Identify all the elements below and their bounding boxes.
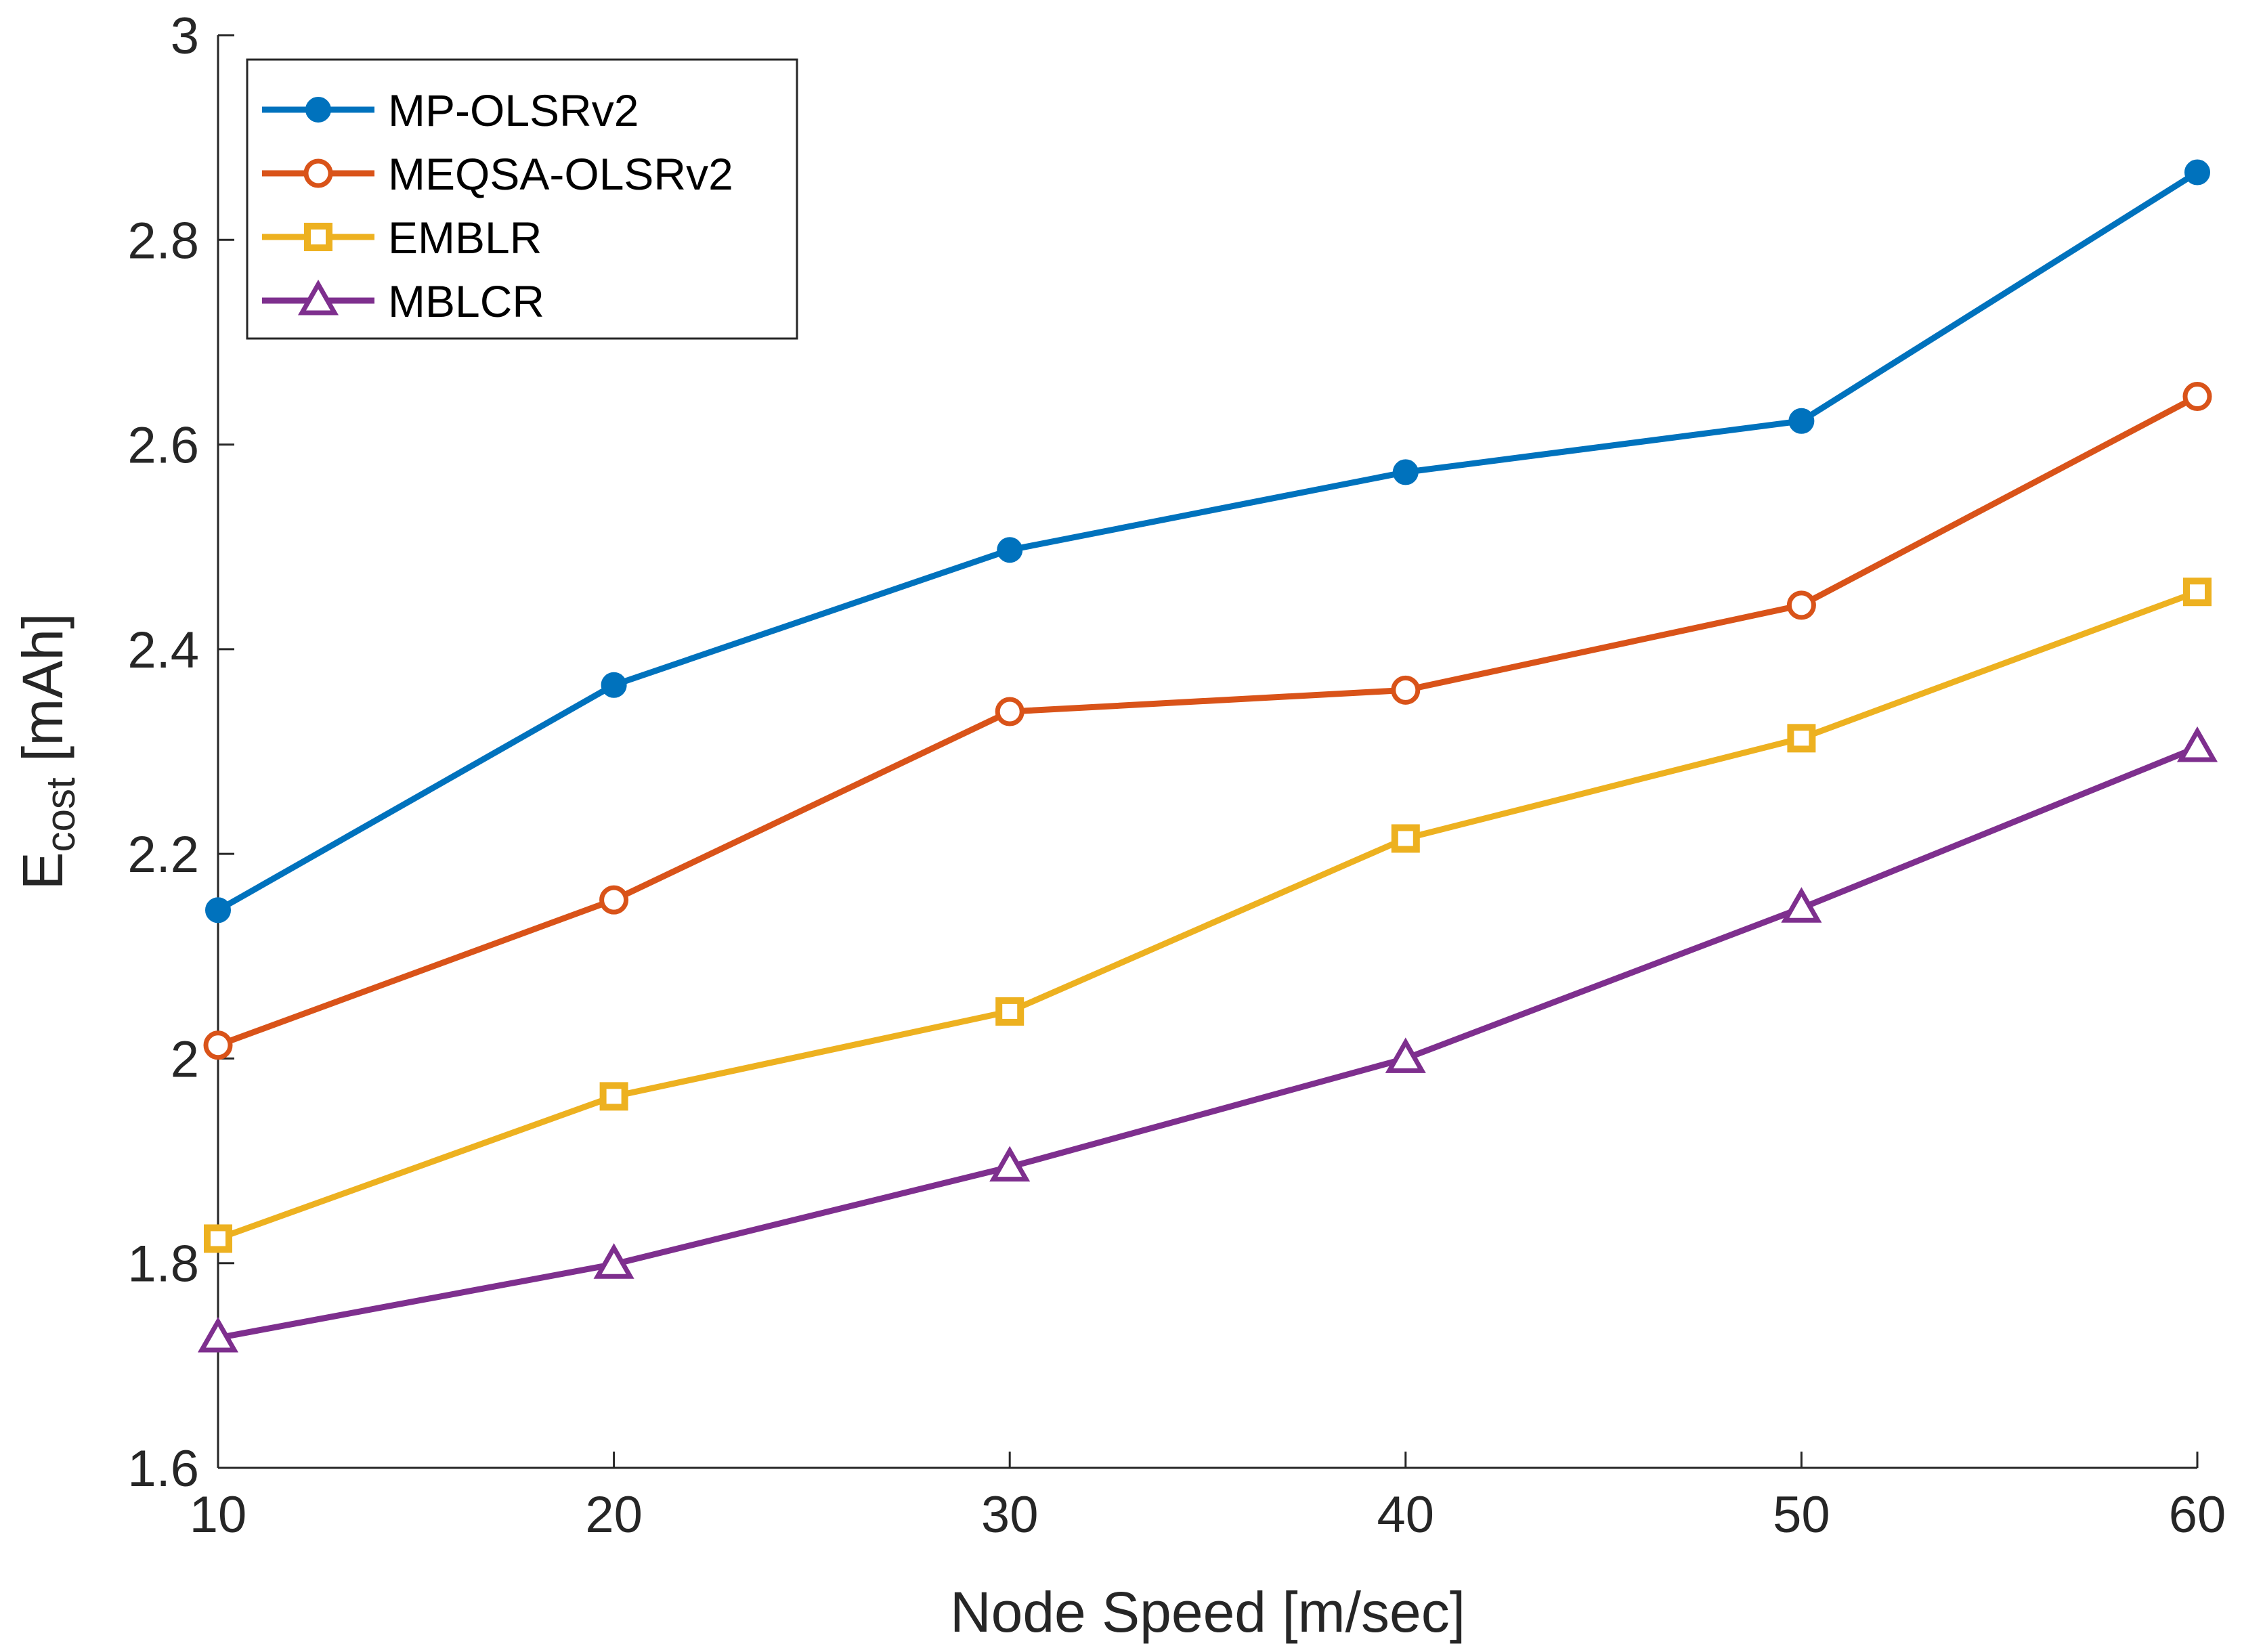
legend-label: MP-OLSRv2 <box>388 85 639 135</box>
y-axis-label-main: E <box>11 852 74 890</box>
x-tick-label: 10 <box>190 1486 247 1544</box>
data-point <box>2182 382 2212 412</box>
y-tick-label: 2.6 <box>127 417 199 475</box>
data-point <box>1788 408 1815 434</box>
series-line <box>217 744 2199 1341</box>
x-tick-label: 60 <box>2169 1486 2226 1544</box>
y-axis-label-unit: [mAh] <box>11 613 74 778</box>
legend: MP-OLSRv2 MEQSA-OLSRv2 EMBLR MBLCR <box>246 58 798 340</box>
data-point <box>204 1224 232 1253</box>
data-point <box>995 697 1025 726</box>
data-point <box>1786 590 1816 620</box>
legend-swatch-marker <box>304 223 332 251</box>
x-tick-label: 30 <box>981 1486 1039 1544</box>
y-tick-label: 2.8 <box>127 212 199 269</box>
series-line <box>216 169 2199 913</box>
data-point <box>1391 675 1421 705</box>
data-point <box>2176 726 2218 762</box>
legend-entry: EMBLR <box>262 213 542 263</box>
legend-entry: MP-OLSRv2 <box>262 85 639 135</box>
legend-label: MBLCR <box>388 276 544 326</box>
series-line <box>217 588 2199 1242</box>
data-point <box>1385 1037 1426 1073</box>
data-point <box>601 672 627 698</box>
axes: 10 20 30 40 50 60 1.6 1.8 2 2.2 2.4 2.6 2.8 3 <box>127 7 2226 1544</box>
series-mblcr <box>197 726 2218 1353</box>
x-tick-label: 40 <box>1377 1486 1435 1544</box>
y-tick-label: 2.2 <box>127 826 199 884</box>
data-point <box>203 1030 233 1060</box>
data-point <box>2184 159 2210 186</box>
data-point <box>599 885 629 915</box>
data-point <box>997 537 1023 563</box>
legend-box <box>246 58 798 340</box>
x-axis-label: Node Speed [m/sec] <box>950 1580 1465 1644</box>
x-tick-label: 50 <box>1773 1486 1830 1544</box>
legend-entry: MEQSA-OLSRv2 <box>262 149 733 199</box>
y-tick-label: 2 <box>171 1030 199 1088</box>
series-mp-olsrv2 <box>205 159 2210 923</box>
legend-swatch-marker <box>303 158 333 188</box>
data-point <box>1787 724 1816 753</box>
legend-label: MEQSA-OLSRv2 <box>388 149 733 199</box>
data-point <box>2183 578 2212 607</box>
series-line <box>217 393 2199 1049</box>
legend-swatch-marker <box>297 279 339 316</box>
legend-swatch-marker <box>305 97 331 123</box>
data-point <box>995 997 1025 1026</box>
data-point <box>197 1316 239 1353</box>
series-layer <box>197 159 2218 1353</box>
y-axis-label-subscript: cost <box>38 777 83 852</box>
legend-entry: MBLCR <box>262 276 544 326</box>
data-point <box>599 1082 628 1111</box>
y-axis-label: Ecost [mAh] <box>11 613 83 890</box>
y-tick-label: 1.6 <box>127 1440 199 1498</box>
data-point <box>593 1243 634 1279</box>
y-tick-label: 2.4 <box>127 622 199 679</box>
y-tick-label: 3 <box>171 7 199 65</box>
data-point <box>1781 887 1822 923</box>
data-point <box>205 897 231 923</box>
x-tick-label: 20 <box>585 1486 643 1544</box>
legend-label: EMBLR <box>388 213 542 263</box>
series-emblr <box>204 578 2212 1253</box>
data-point <box>1392 459 1419 485</box>
data-point <box>989 1146 1031 1182</box>
y-tick-label: 1.8 <box>127 1236 199 1293</box>
series-meqsa-olsrv2 <box>203 382 2212 1060</box>
data-point <box>1391 824 1420 853</box>
